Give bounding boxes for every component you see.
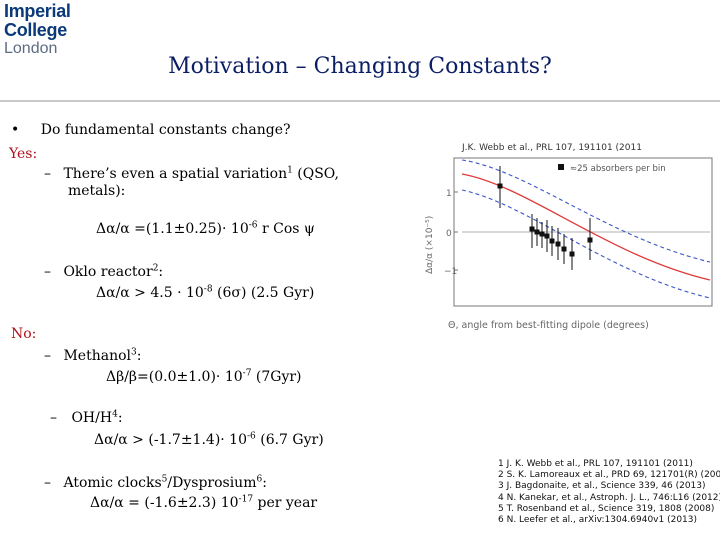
reference-item: 1 J. K. Webb et al., PRL 107, 191101 (20… (498, 459, 693, 469)
spatial-text: There’s even a spatial variation (63, 166, 288, 182)
reference-item: 3 J. Bagdonaite, et al., Science 339, 46… (498, 481, 706, 492)
clocks-text-mid: /Dysprosium (167, 475, 257, 491)
exponent: -7 (242, 368, 252, 379)
data-point (561, 234, 567, 264)
oklo-text-tail: : (158, 264, 164, 280)
y-axis-label: Δα/α (×10⁻⁵) (425, 216, 435, 274)
y-tick-label: 0 (446, 229, 452, 239)
dash-marker: – (44, 475, 51, 491)
dash-marker: – (44, 348, 51, 364)
exponent: -17 (238, 494, 254, 505)
dipole-plot-image: 1 0 −1 Δα/α (×10⁻⁵) Θ, angle from best-f… (418, 156, 720, 338)
oklo-item: – Oklo reactor2: (44, 264, 163, 281)
bullet-icon: • (11, 122, 20, 138)
data-point (529, 214, 535, 248)
formula-tail: per year (253, 495, 318, 511)
lower-bound-curve (461, 189, 711, 299)
title-divider (0, 100, 720, 102)
spatial-formula: Δα/α =(1.1±0.25)· 10-6 r Cos ψ (96, 221, 315, 238)
y-tick-label: −1 (444, 267, 457, 277)
data-point (555, 228, 561, 260)
ohh-text: OH/H (71, 410, 113, 426)
legend-label: ≈25 absorbers per bin (570, 164, 666, 174)
reference-list: 1 J. K. Webb et al., PRL 107, 191101 (20… (498, 459, 720, 526)
reference-item: 4 N. Kanekar, et al., Astroph. J. L., 74… (498, 492, 720, 503)
legend-marker (558, 164, 564, 170)
footnote-marker: 3 (131, 347, 137, 358)
reference-item: 2 S. K. Lamoreaux et al., PRD 69, 121701… (498, 470, 720, 481)
data-point (497, 166, 503, 208)
y-tick-label: 1 (446, 189, 452, 199)
formula-text: Δα/α = (-1.6±2.3) 10 (90, 495, 239, 511)
footnote-marker: 1 (287, 165, 293, 176)
clocks-text-tail: : (262, 475, 267, 491)
dipole-fit-curve (461, 173, 711, 281)
figure-citation: J.K. Webb et al., PRL 107, 191101 (2011 (462, 143, 642, 153)
clocks-formula: Δα/α = (-1.6±2.3) 10-17 per year (90, 495, 317, 512)
data-point (534, 218, 540, 246)
question-text: Do fundamental constants change? (40, 122, 291, 138)
data-point (549, 226, 555, 256)
clocks-item: – Atomic clocks5/Dysprosium6: (44, 475, 267, 492)
reference-item: 5 T. Rosenband et al., Science 319, 1808… (498, 503, 715, 514)
ohh-text-tail: : (117, 410, 123, 426)
footnote-marker: 6 (256, 474, 263, 485)
formula-text: Δβ/β=(0.0±1.0)· 10 (106, 369, 243, 385)
dash-marker: – (44, 264, 51, 280)
footnote-marker: 2 (152, 263, 159, 274)
footnote-marker: 4 (112, 409, 118, 420)
methanol-text-tail: : (136, 348, 142, 364)
formula-tail: (6.7 Gyr) (255, 432, 324, 448)
main-question: • Do fundamental constants change? (11, 122, 291, 139)
formula-tail: (6σ) (2.5 Gyr) (212, 285, 315, 301)
clocks-text: Atomic clocks (63, 475, 162, 491)
formula-text: Δα/α > 4.5 · 10 (96, 285, 204, 301)
data-point (569, 238, 575, 270)
figure-background (418, 156, 720, 338)
methanol-formula: Δβ/β=(0.0±1.0)· 10-7 (7Gyr) (106, 369, 302, 386)
methanol-text: Methanol (63, 348, 131, 364)
data-points (497, 166, 593, 270)
data-point (544, 220, 550, 252)
ohh-item: – OH/H4: (50, 410, 123, 427)
methanol-item: – Methanol3: (44, 348, 141, 365)
oklo-formula: Δα/α > 4.5 · 10-8 (6σ) (2.5 Gyr) (96, 285, 314, 302)
logo-line-2: London (4, 40, 58, 57)
dipole-figure: 1 0 −1 Δα/α (×10⁻⁵) Θ, angle from best-f… (418, 156, 720, 338)
no-label: No: (11, 326, 37, 342)
exponent: -6 (247, 431, 256, 442)
footnote-marker: 5 (161, 474, 168, 485)
dash-marker: – (44, 166, 51, 182)
spatial-item: – There’s even a spatial variation1 (QSO… (44, 166, 339, 183)
dash-marker: – (50, 410, 57, 426)
formula-text: Δα/α =(1.1±0.25)· 10 (96, 221, 249, 237)
exponent: -8 (203, 284, 213, 295)
yes-label: Yes: (9, 146, 38, 162)
formula-tail: (7Gyr) (251, 369, 302, 385)
exponent: -6 (248, 220, 258, 231)
data-point (539, 222, 545, 248)
reference-item: 6 N. Leefer et al., arXiv:1304.6940v1 (2… (498, 515, 698, 526)
ohh-formula: Δα/α > (-1.7±1.4)· 10-6 (6.7 Gyr) (94, 432, 324, 449)
x-axis-label: Θ, angle from best-fitting dipole (degre… (448, 320, 649, 331)
upper-bound-curve (461, 159, 711, 263)
college-logo: Imperial College London (4, 1, 134, 58)
data-point (587, 218, 593, 260)
spatial-text-line-2: metals): (68, 183, 126, 199)
spatial-text-tail: (QSO, (292, 166, 339, 182)
logo-line-1: Imperial College (4, 1, 71, 40)
formula-tail: r Cos ψ (257, 221, 315, 237)
oklo-text: Oklo reactor (63, 264, 153, 280)
formula-text: Δα/α > (-1.7±1.4)· 10 (94, 432, 247, 448)
slide-title: Motivation – Changing Constants? (168, 54, 552, 79)
